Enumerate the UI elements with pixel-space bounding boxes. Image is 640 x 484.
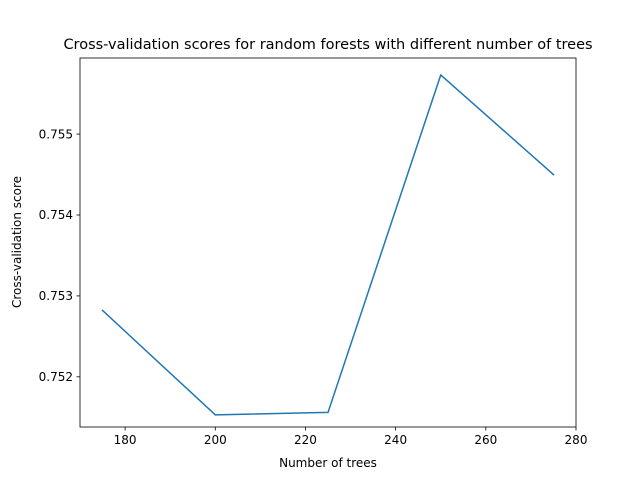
- plot-frame: [79, 57, 577, 428]
- data-point: [214, 414, 217, 416]
- x-tick-label: 260: [474, 433, 497, 447]
- data-point: [327, 411, 329, 414]
- y-tick-label: 0.754: [39, 208, 73, 222]
- y-axis-label: Cross-validation score: [10, 176, 24, 308]
- data-point: [439, 74, 442, 76]
- x-tick-label: 180: [114, 433, 137, 447]
- x-tick-label: 200: [204, 433, 227, 447]
- series-line: [101, 74, 555, 416]
- plot-area: 180 200 220 240 260 280 0.752 0.753 0.754 0.755: [39, 57, 588, 447]
- chart-title: Cross-validation scores for random fores…: [63, 37, 592, 53]
- x-tick-label: 220: [294, 433, 317, 447]
- y-tick-label: 0.755: [39, 127, 73, 141]
- x-tick-label: 240: [384, 433, 407, 447]
- data-point: [552, 173, 555, 176]
- y-tick-label: 0.753: [39, 289, 73, 303]
- x-axis-label: Number of trees: [279, 456, 377, 470]
- x-tick-label: 280: [565, 433, 588, 447]
- data-point: [101, 309, 104, 312]
- y-tick-label: 0.752: [39, 370, 73, 384]
